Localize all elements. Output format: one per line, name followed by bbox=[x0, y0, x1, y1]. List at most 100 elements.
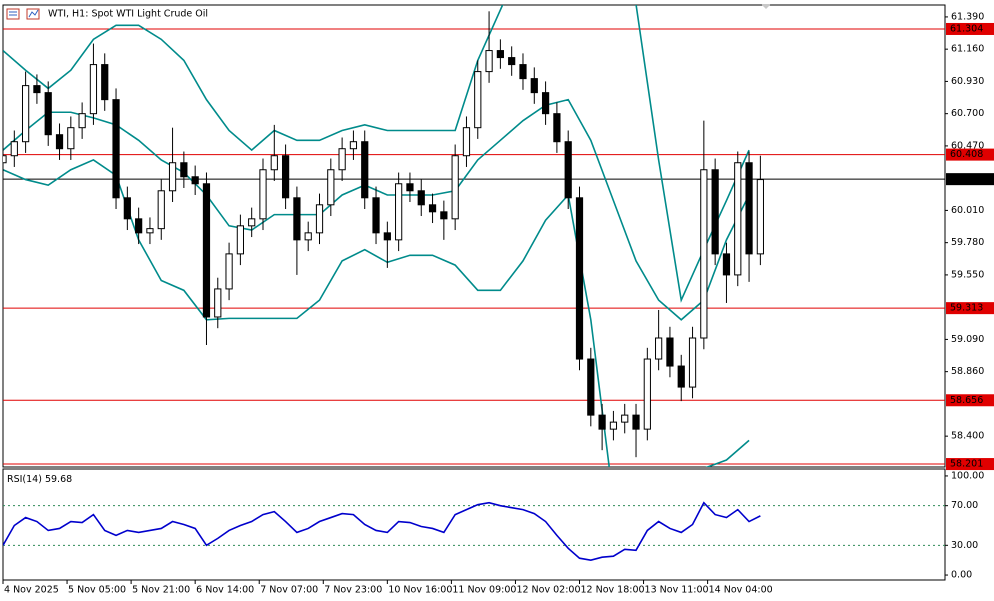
icon-line bbox=[28, 9, 39, 18]
y-tick-label: 59.780 bbox=[951, 237, 984, 248]
candle-body bbox=[428, 204, 437, 213]
candle-body bbox=[44, 92, 52, 136]
candle-body bbox=[383, 232, 391, 241]
candle-body bbox=[214, 288, 222, 318]
candle-body bbox=[677, 365, 685, 388]
candle-body bbox=[711, 169, 719, 255]
candle-body bbox=[146, 228, 154, 234]
candle-body bbox=[519, 64, 527, 80]
y-tick-label: 58.400 bbox=[951, 431, 984, 442]
level-label: 59.313 bbox=[950, 303, 983, 314]
x-tick-label: 11 Nov 09:00 bbox=[452, 585, 516, 596]
y-tick-label: 61.390 bbox=[951, 11, 984, 22]
rsi-value: 59.68 bbox=[45, 474, 72, 485]
candle-body bbox=[78, 113, 86, 129]
rsi-pane bbox=[2, 468, 946, 581]
candle-body bbox=[575, 197, 584, 360]
icon[interactable] bbox=[6, 8, 20, 20]
level-label-box bbox=[946, 173, 994, 186]
candle-body bbox=[553, 113, 561, 143]
y-tick-label: 60.010 bbox=[951, 205, 984, 216]
level-label: 60.233 bbox=[950, 174, 983, 185]
shift-marker bbox=[761, 4, 771, 9]
candle-body bbox=[621, 414, 629, 423]
candle-body bbox=[327, 169, 335, 206]
x-tick-label: 12 Nov 18:00 bbox=[581, 585, 645, 596]
level-label-box bbox=[946, 22, 994, 35]
candle-body bbox=[417, 190, 425, 206]
candle-body bbox=[406, 183, 414, 192]
price-plot bbox=[3, 5, 945, 467]
x-tick-label: 14 Nov 04:00 bbox=[709, 585, 773, 596]
candle-body bbox=[123, 197, 131, 220]
candle-body bbox=[349, 141, 358, 150]
y-tick-label: 30.00 bbox=[951, 540, 978, 551]
icon[interactable] bbox=[26, 8, 40, 20]
candle-body bbox=[666, 337, 674, 367]
candle-body bbox=[508, 57, 516, 66]
level-label: 61.304 bbox=[950, 23, 983, 34]
candle-body bbox=[225, 253, 233, 290]
candle-body bbox=[722, 253, 731, 276]
rsi-label: RSI(14) 59.68 bbox=[7, 474, 72, 485]
candle-body bbox=[33, 85, 41, 94]
x-tick-label: 7 Nov 07:00 bbox=[260, 585, 318, 596]
candle-body bbox=[372, 197, 380, 234]
candle-body bbox=[598, 414, 606, 430]
y-tick-label: 59.550 bbox=[951, 269, 984, 280]
toolbar-icons bbox=[6, 8, 40, 20]
axes: 61.390 61.160 60.930 60.700 60.470 60.010 59.7… bbox=[2, 11, 994, 596]
candle-body bbox=[168, 162, 177, 192]
candle-body bbox=[451, 155, 459, 220]
candle-body bbox=[67, 127, 75, 150]
candle-body bbox=[157, 190, 165, 230]
rsi-name: RSI(14) bbox=[7, 474, 42, 485]
level-label-box bbox=[946, 394, 994, 407]
candle-body bbox=[609, 421, 618, 430]
candle-body bbox=[304, 232, 312, 241]
candle-body bbox=[474, 71, 482, 129]
y-tick-label: 100.00 bbox=[951, 470, 984, 481]
candle-body bbox=[632, 414, 640, 430]
price-pane bbox=[2, 4, 946, 468]
candle-body bbox=[462, 127, 471, 157]
rsi-line bbox=[3, 501, 761, 561]
candle-body bbox=[270, 155, 278, 171]
candle-body bbox=[89, 64, 98, 115]
candle-body bbox=[485, 50, 493, 73]
candle-body bbox=[21, 85, 30, 143]
candle-body bbox=[10, 141, 18, 157]
y-tick-label: 0.00 bbox=[951, 570, 972, 581]
candle-body bbox=[135, 218, 143, 234]
candle-body bbox=[361, 141, 369, 199]
candle-body bbox=[395, 183, 403, 241]
y-tick-label: 60.700 bbox=[951, 108, 984, 119]
x-tick-label: 10 Nov 16:00 bbox=[388, 585, 452, 596]
level-label: 58.201 bbox=[950, 459, 983, 470]
y-tick-label: 58.860 bbox=[951, 366, 984, 377]
level-label-box bbox=[946, 458, 994, 471]
candle-body bbox=[259, 169, 267, 220]
candle-body bbox=[281, 155, 290, 199]
candle-body bbox=[564, 141, 572, 199]
candle-body bbox=[101, 64, 109, 101]
y-tick-label: 70.00 bbox=[951, 500, 978, 511]
y-tick-label: 60.470 bbox=[951, 140, 984, 151]
candle-body bbox=[3, 155, 7, 164]
candle-body bbox=[236, 225, 244, 255]
candle-body bbox=[338, 148, 346, 171]
candle-body bbox=[440, 211, 448, 220]
candle-body bbox=[688, 337, 697, 388]
candle-body bbox=[700, 169, 708, 339]
candle-body bbox=[55, 134, 64, 150]
candle-body bbox=[643, 358, 651, 430]
candle-body bbox=[293, 197, 301, 241]
candle-body bbox=[496, 50, 504, 59]
candle-body bbox=[541, 92, 550, 115]
x-tick-label: 7 Nov 23:00 bbox=[324, 585, 382, 596]
x-tick-label: 13 Nov 11:00 bbox=[645, 585, 709, 596]
candle-body bbox=[315, 204, 324, 234]
